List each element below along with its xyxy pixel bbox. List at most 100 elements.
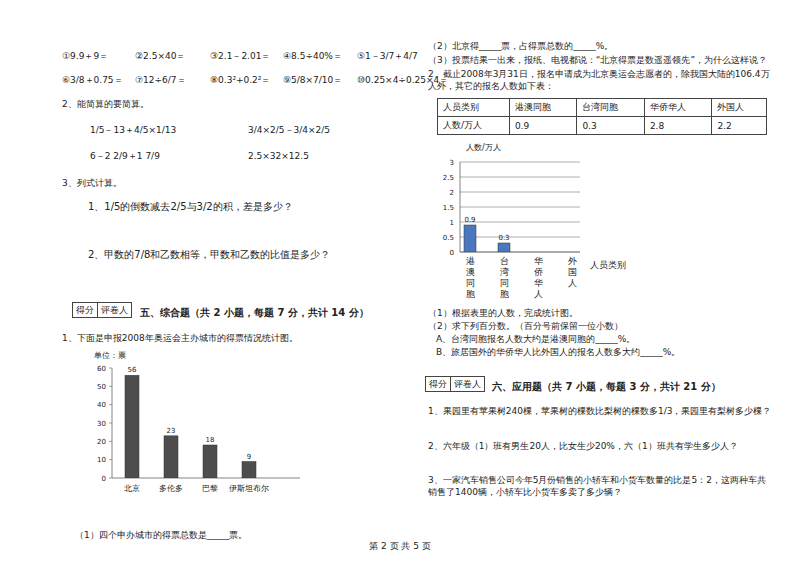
data-table: 人员类别港澳同胞台湾同胞华侨华人外国人人数/万人0.90.32.82.2 [437, 98, 767, 135]
table-cell: 2.8 [644, 117, 712, 135]
table-cell: 人员类别 [438, 99, 510, 117]
data-label: 23 [167, 427, 176, 435]
data-label: 0.9 [464, 216, 475, 224]
y-axis-label: 单位：票 [94, 351, 126, 360]
grid-line [460, 237, 580, 238]
calc-item: 1/5－13＋4/5×1/13 [90, 124, 176, 136]
tick-mark [109, 386, 112, 387]
table-cell: 华侨华人 [644, 99, 712, 117]
tick-label: 2 [450, 189, 454, 197]
data-label: 18 [206, 436, 215, 444]
question: （1）根据表里的人数，完成统计图。 [428, 307, 578, 319]
question: A、台湾同胞报名人数大约是港澳同胞的_____%。 [436, 333, 635, 345]
score-cell: 评卷人 [451, 377, 485, 392]
char: 国 [568, 267, 577, 277]
category-label: 北京 [124, 484, 140, 493]
calc-item: ③2.1－2.01＝ [210, 50, 270, 62]
section-title: 五、综合题（共 2 小题，每题 7 分，共计 14 分） [140, 306, 369, 320]
char: 人 [534, 289, 543, 299]
category-label: 外国人 [568, 256, 577, 288]
score-box: 得分评卷人 [425, 376, 485, 392]
char: 侨 [534, 267, 543, 277]
calc-item: ⑥3/8＋0.75＝ [62, 74, 123, 86]
calc-item: ④8.5÷40%＝ [283, 50, 342, 62]
table-cell: 港澳同胞 [509, 99, 577, 117]
table-cell: 0.9 [509, 117, 577, 135]
bar [164, 436, 178, 478]
data-label: 9 [247, 453, 251, 461]
question: 3、一家汽车销售公司今年5月份销售的小轿车和小货车数量的比是5：2，这两种车共销… [428, 474, 773, 498]
question: 1、果园里有苹果树240棵，苹果树的棵数比梨树的棵数多1/3，果园里有梨树多少棵… [428, 405, 773, 417]
tick-mark [109, 423, 112, 424]
char: 港 [466, 256, 475, 266]
y-axis [112, 368, 113, 478]
question-title: 2、能简算的要简算。 [62, 98, 149, 110]
tick-label: 0 [102, 475, 106, 483]
tick-label: 0.5 [443, 234, 454, 242]
tick-label: 2.5 [443, 174, 454, 182]
calc-item: ②2.5×40＝ [135, 50, 185, 62]
score-cell: 得分 [426, 377, 451, 392]
tick-label: 30 [97, 420, 106, 428]
category-label: 伊斯坦布尔 [229, 484, 269, 493]
tick-label: 1 [450, 219, 454, 227]
grid-line [460, 207, 580, 208]
tick-mark [109, 459, 112, 460]
tick-mark [109, 478, 112, 479]
category-label: 多伦多 [159, 484, 183, 493]
tick-label: 60 [97, 365, 106, 373]
tick-mark [109, 368, 112, 369]
tick-label: 50 [97, 383, 106, 391]
question: （3）投票结果一出来，报纸、电视都说：“北京得票是数遥遥领先”，为什么这样说？ [428, 54, 773, 66]
char: 台 [500, 256, 509, 266]
table-cell: 台湾同胞 [577, 99, 645, 117]
calc-item: 6－2 2/9＋1 7/9 [90, 150, 160, 162]
calc-item: 3/4×2/5－3/4×2/5 [248, 124, 330, 136]
tick-label: 40 [97, 401, 106, 409]
tick-label: 3 [450, 159, 454, 167]
table-cell: 人数/万人 [438, 117, 510, 135]
bar [203, 445, 217, 478]
char: 澳 [466, 267, 475, 277]
grid-line [460, 252, 580, 253]
question: （2）北京得_____票，占得票总数的_____%。 [428, 40, 613, 52]
section-title: 六、应用题（共 7 小题，每题 3 分，共计 21 分） [492, 380, 721, 394]
grid-line [460, 177, 580, 178]
table-cell: 外国人 [712, 99, 767, 117]
calc-item: ⑤1－3/7＋4/7 [357, 50, 418, 62]
question: 1、下面是申报2008年奥运会主办城市的得票情况统计图。 [62, 332, 298, 344]
char: 华 [534, 278, 543, 288]
score-cell: 评卷人 [98, 303, 132, 318]
bar [464, 225, 476, 252]
calc-item: ⑧0.3²+0.2²＝ [210, 74, 270, 86]
calc-item: ⑨5/8×7/10＝ [283, 74, 342, 86]
calc-item: ⑦12÷6/7＝ [135, 74, 186, 86]
bars [464, 225, 510, 252]
y-axis-label: 人数/万人 [466, 143, 501, 152]
char: 人 [568, 278, 577, 288]
category-label: 台湾同胞 [500, 256, 509, 299]
score-box: 得分评卷人 [72, 302, 132, 318]
tick-label: 20 [97, 438, 106, 446]
question: B、旅居国外的华侨华人比外国人的报名人数多大约_____%。 [436, 346, 680, 358]
grid-line [460, 222, 580, 223]
category-label: 巴黎 [202, 484, 218, 493]
question: （2）求下列百分数。（百分号前保留一位小数） [428, 320, 623, 332]
category-label: 港澳同胞 [466, 256, 475, 299]
char: 湾 [500, 267, 509, 277]
question: 2、六年级（1）班有男生20人，比女生少20%，六（1）班共有学生多少人？ [428, 440, 773, 452]
tick-mark [109, 441, 112, 442]
grid-line [460, 162, 580, 163]
y-axis [460, 162, 461, 252]
charts: 01020304050605623189北京多伦多巴黎伊斯坦布尔单位：票00.5… [0, 0, 800, 565]
x-axis-label: 人员类别 [590, 260, 626, 270]
bar [242, 462, 256, 479]
question-title: 3、列式计算。 [62, 177, 122, 189]
table-cell: 2.2 [712, 117, 767, 135]
footer: 第 2 页 共 5 页 [369, 540, 431, 552]
question: 2、截止2008年3月31日，报名申请成为北京奥运会志愿者的，除我国大陆的106… [428, 68, 773, 92]
tick-mark [109, 404, 112, 405]
tick-label: 0 [450, 249, 454, 257]
bar [498, 243, 510, 252]
data-label: 56 [128, 366, 137, 374]
